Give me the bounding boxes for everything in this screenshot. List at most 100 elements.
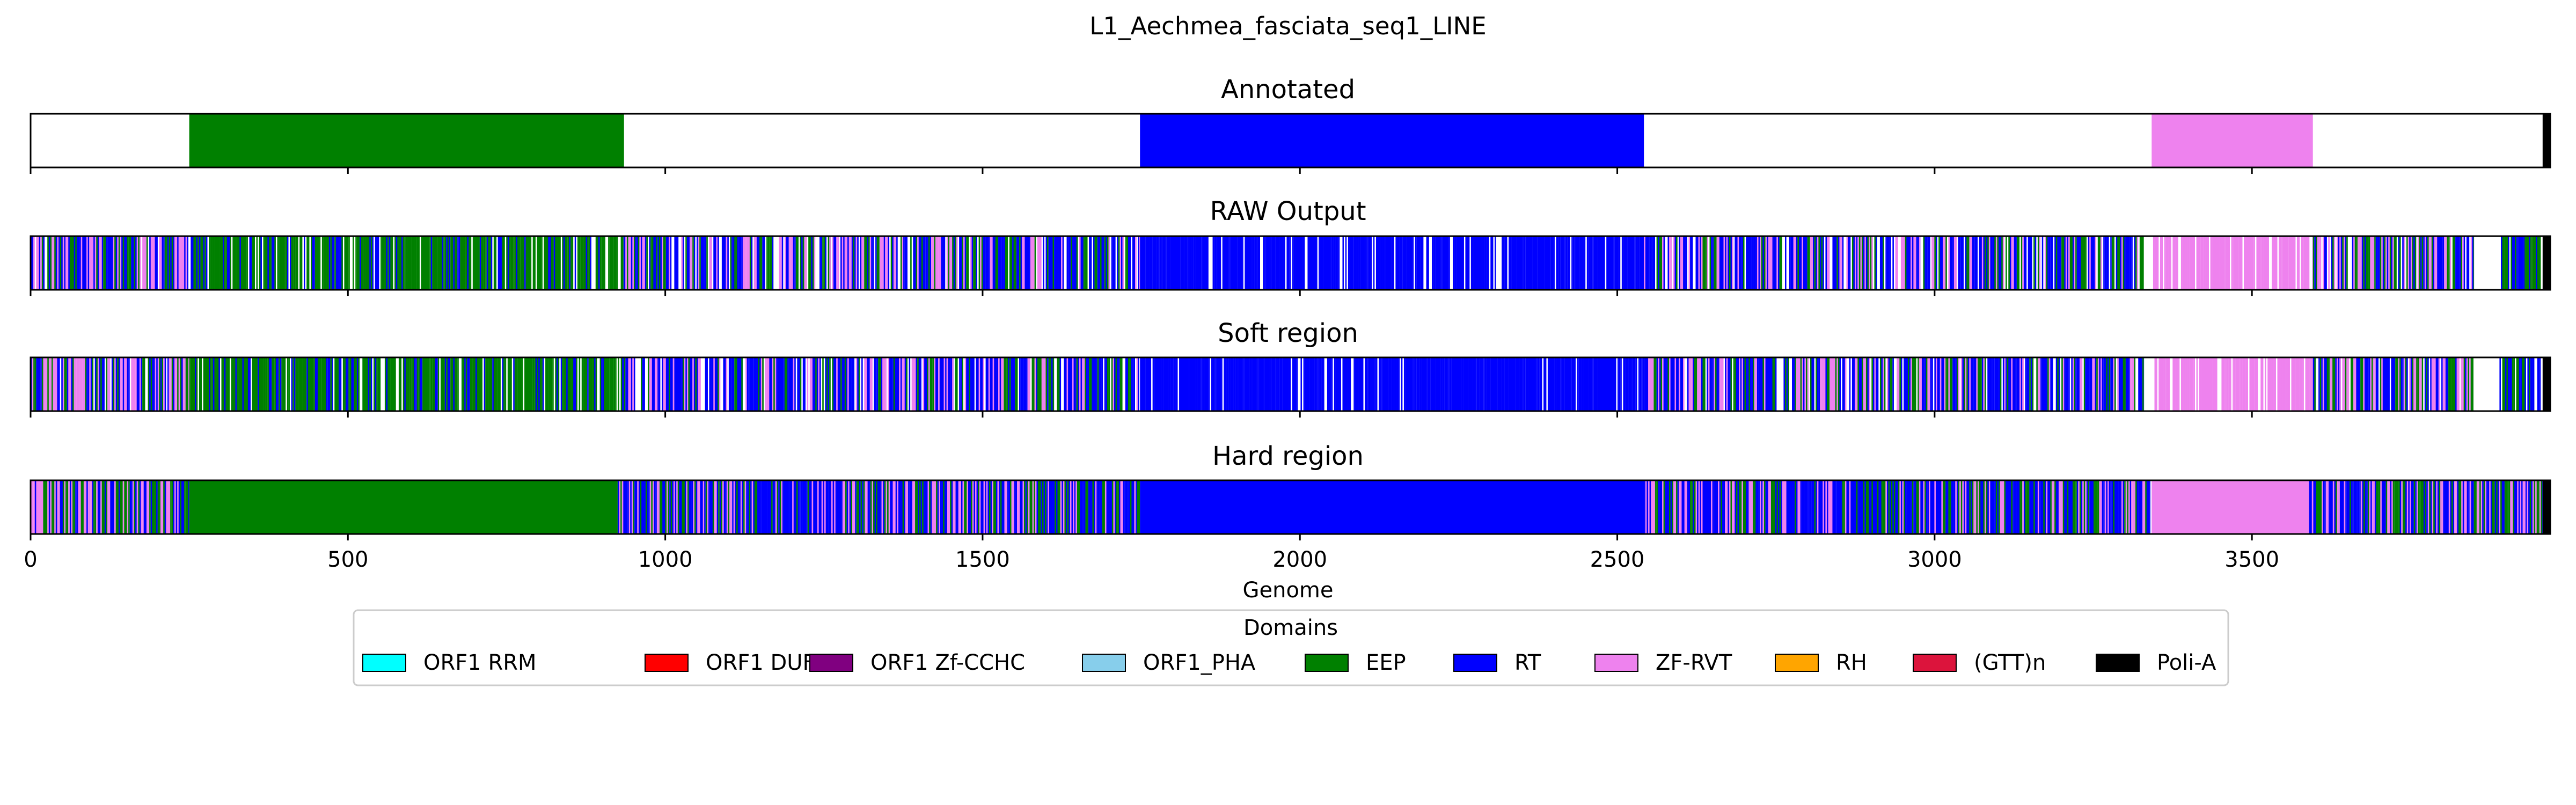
domain-stripe [256, 236, 258, 290]
domain-stripe [1242, 236, 1243, 290]
domain-stripe [797, 480, 800, 534]
domain-stripe [75, 480, 77, 534]
domain-stripe [1263, 357, 1264, 411]
domain-stripe [2083, 357, 2085, 411]
domain-stripe [2300, 357, 2303, 411]
domain-stripe [747, 480, 749, 534]
domain-stripe [2012, 480, 2014, 534]
domain-stripe [1144, 357, 1146, 411]
domain-stripe [303, 357, 307, 411]
domain-stripe [1960, 480, 1963, 534]
domain-stripe [1045, 480, 1046, 534]
domain-stripe [2442, 357, 2446, 411]
domain-stripe [1484, 236, 1487, 290]
domain-stripe [1750, 480, 1752, 534]
domain-stripe [2476, 480, 2478, 534]
domain-stripe [2502, 236, 2505, 290]
domain-stripe [909, 357, 911, 411]
domain-stripe [1073, 357, 1075, 411]
domain-stripe [1119, 357, 1123, 411]
domain-stripe [829, 236, 831, 290]
domain-stripe [2499, 357, 2501, 411]
domain-stripe [953, 480, 956, 534]
domain-stripe [2223, 236, 2224, 290]
domain-stripe [464, 357, 466, 411]
domain-stripe [1503, 357, 1505, 411]
domain-stripe [1186, 236, 1188, 290]
domain-stripe [422, 357, 426, 411]
domain-stripe [725, 480, 728, 534]
domain-stripe [674, 357, 676, 411]
domain-stripe [1737, 236, 1739, 290]
domain-stripe [2275, 236, 2278, 290]
domain-stripe [2164, 236, 2166, 290]
domain-stripe [1863, 480, 1865, 534]
x-tick-label: 1000 [638, 547, 693, 572]
domain-stripe [766, 236, 768, 290]
domain-stripe [489, 357, 493, 411]
domain-stripe [2213, 357, 2216, 411]
domain-stripe [464, 236, 466, 290]
domain-stripe [1641, 236, 1644, 290]
domain-stripe [521, 357, 523, 411]
domain-stripe [828, 357, 830, 411]
domain-stripe [1023, 236, 1027, 290]
domain-stripe [2391, 480, 2393, 534]
domain-stripe [869, 357, 873, 411]
domain-stripe [1988, 480, 1990, 534]
domain-stripe [1128, 236, 1131, 290]
domain-stripe [2539, 480, 2541, 534]
domain-stripe [1019, 357, 1021, 411]
domain-stripe [749, 357, 751, 411]
domain-stripe [832, 236, 834, 290]
domain-stripe [2062, 236, 2065, 290]
domain-stripe [1270, 236, 1271, 290]
domain-stripe [1214, 357, 1216, 411]
domain-stripe [2534, 236, 2536, 290]
domain-stripe [2344, 480, 2346, 534]
domain-stripe [1748, 357, 1750, 411]
domain-stripe [1094, 480, 1097, 534]
domain-stripe [288, 357, 290, 411]
domain-stripe [2377, 236, 2379, 290]
domain-stripe [2524, 480, 2526, 534]
domain-stripe [1842, 357, 1845, 411]
domain-stripe [263, 357, 266, 411]
domain-stripe [827, 480, 829, 534]
domain-stripe [2064, 480, 2066, 534]
legend-swatch [809, 654, 853, 672]
domain-stripe [2518, 236, 2519, 290]
domain-stripe [2351, 480, 2353, 534]
domain-stripe [539, 357, 541, 411]
domain-stripe [877, 480, 879, 534]
domain-stripe [2332, 236, 2334, 290]
domain-stripe [653, 357, 656, 411]
domain-stripe [2525, 480, 2527, 534]
domain-stripe [397, 236, 399, 290]
domain-stripe [963, 236, 965, 290]
domain-stripe [1895, 236, 1898, 290]
domain-stripe [2405, 480, 2409, 534]
domain-stripe [1688, 357, 1692, 411]
domain-stripe [2512, 357, 2514, 411]
domain-stripe [2231, 236, 2233, 290]
domain-stripe [393, 357, 396, 411]
domain-stripe [2129, 480, 2132, 534]
domain-stripe [1969, 480, 1971, 534]
domain-stripe [386, 236, 388, 290]
domain-stripe [620, 236, 624, 290]
domain-stripe [616, 236, 618, 290]
domain-stripe [1131, 480, 1133, 534]
domain-stripe [124, 480, 127, 534]
domain-stripe [1638, 357, 1640, 411]
domain-stripe [321, 236, 324, 290]
domain-stripe [1637, 236, 1640, 290]
domain-stripe [2215, 357, 2218, 411]
domain-stripe [2074, 480, 2076, 534]
domain-stripe [649, 236, 651, 290]
domain-stripe [1126, 236, 1128, 290]
domain-stripe [1740, 357, 1742, 411]
domain-stripe [289, 236, 291, 290]
domain-stripe [716, 480, 719, 534]
domain-stripe [356, 357, 358, 411]
